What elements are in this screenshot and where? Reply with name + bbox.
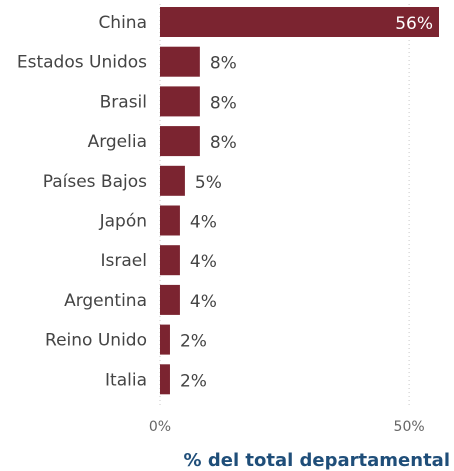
- category-label-italia: Italia: [105, 370, 147, 390]
- category-label-reino-unido: Reino Unido: [45, 331, 147, 351]
- category-labels: China Estados Unidos Brasil Argelia Países B…: [17, 13, 147, 390]
- value-label-italia: 2%: [180, 371, 207, 391]
- bar-israel: [160, 245, 180, 276]
- gridlines: [159, 4, 410, 405]
- value-label-reino-unido: 2%: [180, 332, 207, 352]
- category-label-paises-bajos: Países Bajos: [43, 172, 147, 192]
- x-axis-title: % del total departamental: [184, 450, 450, 471]
- category-label-china: China: [98, 13, 147, 33]
- category-label-brasil: Brasil: [100, 92, 147, 112]
- category-label-israel: Israel: [101, 251, 147, 271]
- bar-paises-bajos: [160, 165, 185, 196]
- bar-argentina: [160, 284, 180, 315]
- value-label-brasil: 8%: [210, 93, 237, 113]
- x-axis-ticks: 0% 50%: [149, 419, 425, 435]
- value-label-argentina: 4%: [190, 292, 217, 312]
- bar-estados-unidos: [160, 46, 200, 77]
- value-labels: 56% 8% 8% 8% 5% 4% 4% 4% 2% 2%: [180, 14, 433, 391]
- category-label-estados-unidos: Estados Unidos: [17, 53, 147, 73]
- x-tick-label-0: 0%: [149, 419, 171, 435]
- bar-china: [160, 7, 439, 37]
- value-label-argelia: 8%: [210, 133, 237, 153]
- bar-japon: [160, 205, 180, 236]
- value-label-estados-unidos: 8%: [210, 54, 237, 74]
- bar-italia: [160, 364, 170, 395]
- value-label-japon: 4%: [190, 213, 217, 233]
- category-label-argentina: Argentina: [64, 291, 147, 311]
- category-label-argelia: Argelia: [88, 132, 147, 152]
- value-label-paises-bajos: 5%: [195, 173, 222, 193]
- bars: [160, 7, 439, 395]
- bar-reino-unido: [160, 324, 170, 355]
- value-label-israel: 4%: [190, 252, 217, 272]
- category-label-japon: Japón: [99, 212, 147, 232]
- bar-argelia: [160, 126, 200, 157]
- bar-brasil: [160, 86, 200, 117]
- value-label-china: 56%: [395, 14, 433, 34]
- x-tick-label-1: 50%: [394, 419, 425, 435]
